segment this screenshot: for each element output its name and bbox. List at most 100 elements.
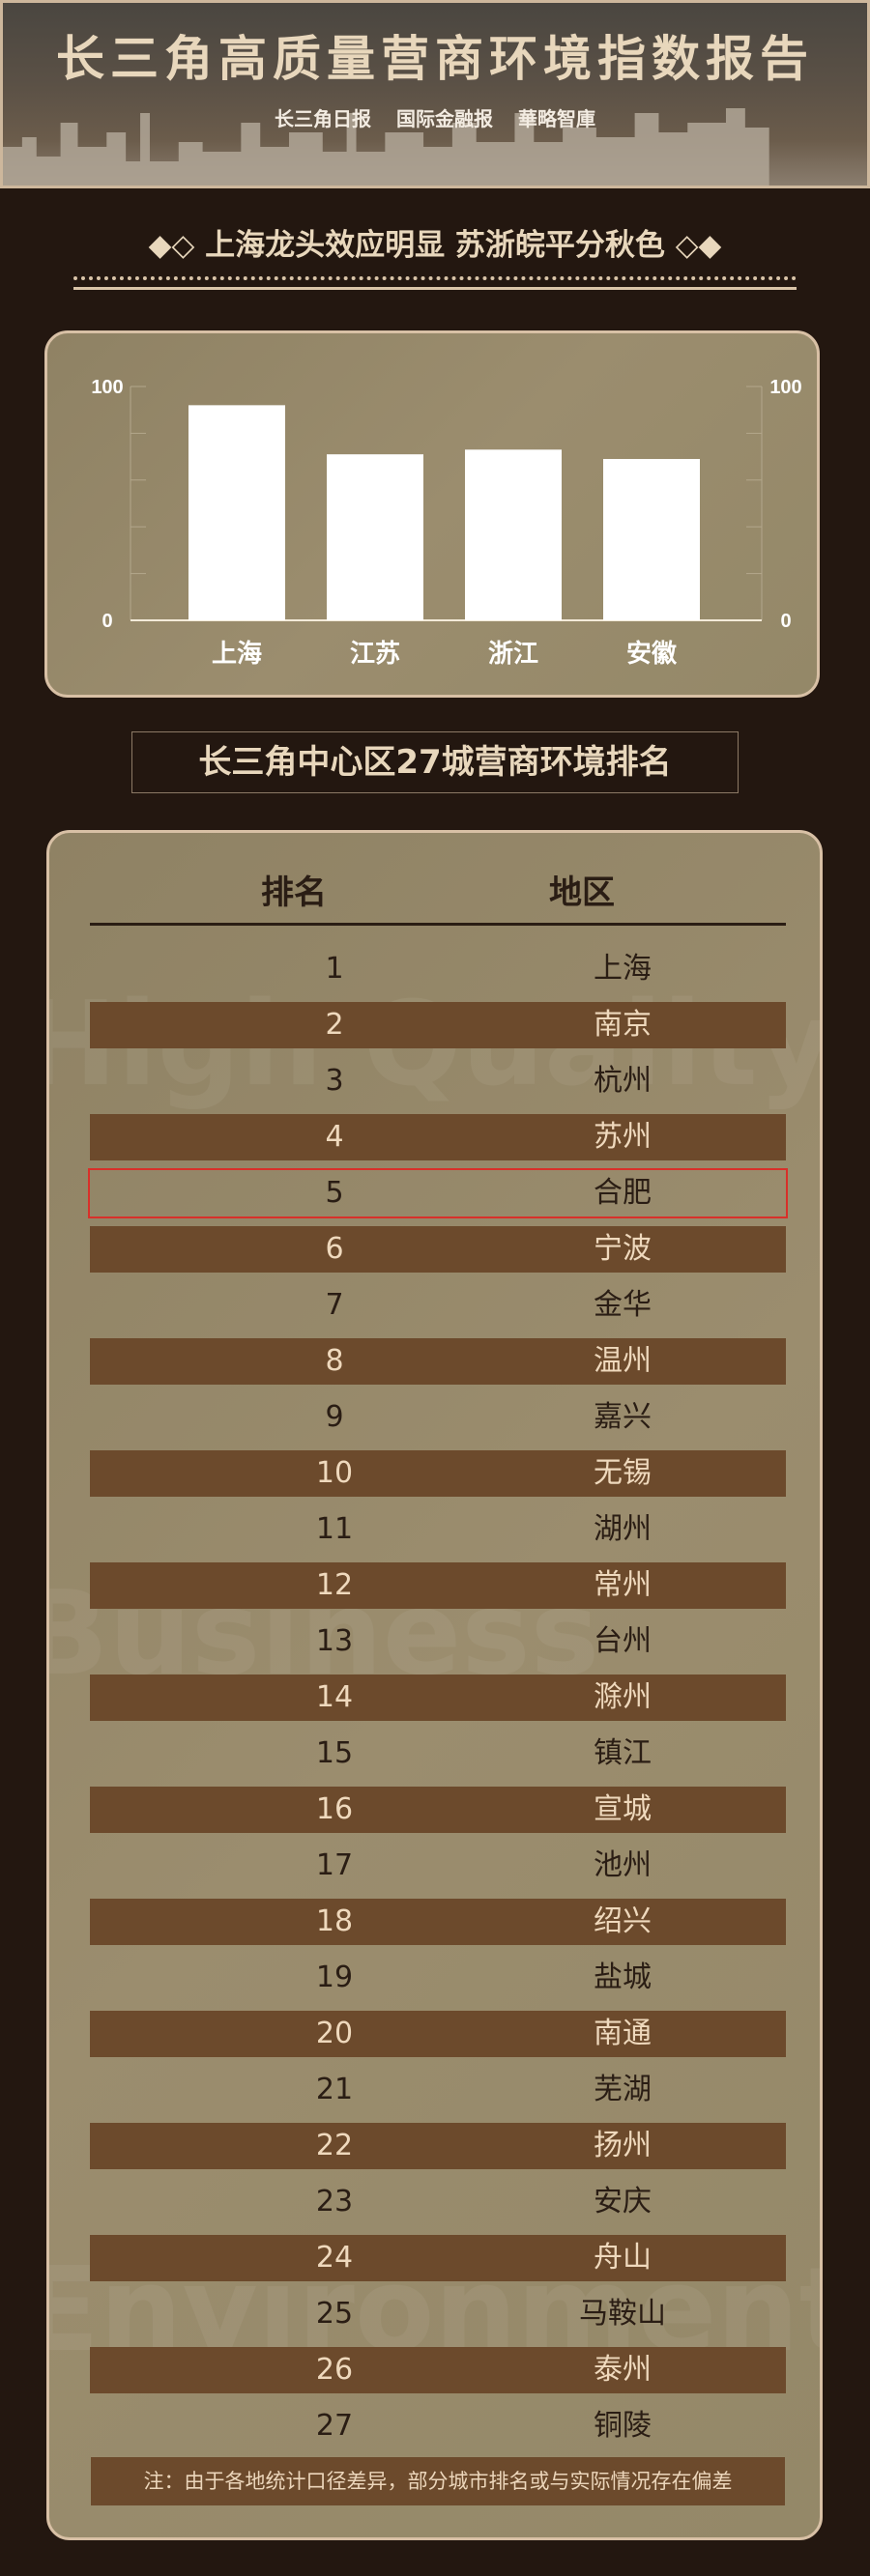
rank-cell: 17 — [315, 1848, 354, 1882]
bar-安徽 — [603, 459, 700, 620]
rank-cell: 27 — [315, 2409, 354, 2443]
bar-上海 — [188, 405, 285, 620]
region-cell: 舟山 — [594, 2241, 652, 2275]
region-cell: 马鞍山 — [579, 2297, 666, 2331]
section-subtitle: ◆◇ 上海龙头效应明显 苏浙皖平分秋色 ◇◆ — [0, 220, 870, 264]
region-cell: 温州 — [594, 1344, 652, 1378]
solid-divider — [73, 287, 797, 290]
region-cell: 镇江 — [594, 1736, 652, 1770]
rank-cell: 2 — [325, 1008, 344, 1042]
region-cell: 合肥 — [594, 1176, 652, 1210]
region-cell: 湖州 — [594, 1512, 652, 1546]
table-row: 3 杭州 — [90, 1058, 786, 1104]
region-cell: 铜陵 — [594, 2409, 652, 2443]
table-row: 22 扬州 — [90, 2123, 786, 2169]
table-row: 19 盐城 — [90, 1955, 786, 2001]
rank-cell: 16 — [315, 1792, 354, 1826]
rank-cell: 24 — [315, 2241, 354, 2275]
region-cell: 杭州 — [594, 1064, 652, 1098]
x-category-label: 安徽 — [626, 640, 678, 669]
rank-cell: 14 — [315, 1680, 354, 1714]
table-row: 16 宣城 — [90, 1787, 786, 1833]
ranking-title: 长三角中心区27城营商环境排名 — [131, 731, 739, 793]
rank-cell: 15 — [315, 1736, 354, 1770]
dotted-divider — [73, 276, 797, 280]
rank-cell: 3 — [325, 1064, 344, 1098]
y2-tick-label: 0 — [780, 611, 791, 632]
table-row: 23 安庆 — [90, 2179, 786, 2225]
table-row: 26 泰州 — [90, 2347, 786, 2393]
report-title: 长三角高质量营商环境指数报告 — [56, 31, 814, 87]
table-row: 18 绍兴 — [90, 1899, 786, 1945]
rank-cell: 20 — [315, 2017, 354, 2050]
table-row: 2 南京 — [90, 1002, 786, 1048]
rank-cell: 10 — [315, 1456, 354, 1490]
bar-江苏 — [327, 454, 423, 620]
table-row: 1 上海 — [90, 946, 786, 992]
table-row: 6 宁波 — [90, 1226, 786, 1273]
region-cell: 芜湖 — [594, 2073, 652, 2106]
table-row: 15 镇江 — [90, 1731, 786, 1777]
region-cell: 南京 — [594, 1008, 652, 1042]
region-cell: 嘉兴 — [594, 1400, 652, 1434]
diamond-ornament-icon: ◆◇ — [148, 228, 195, 263]
rank-cell: 12 — [315, 1568, 354, 1602]
rank-cell: 21 — [315, 2073, 354, 2106]
header-divider — [90, 923, 786, 926]
publisher-logos: 长三角日报 国际金融报 華略智庫 — [3, 103, 867, 131]
rank-cell: 25 — [315, 2297, 354, 2331]
rank-cell: 23 — [315, 2185, 354, 2218]
table-row: 27 铜陵 — [90, 2403, 786, 2449]
region-cell: 台州 — [594, 1624, 652, 1658]
table-row: 14 滁州 — [90, 1674, 786, 1721]
city-skyline-image — [3, 108, 769, 186]
logo-changsanjiao-daily: 长三角日报 — [275, 107, 371, 130]
rank-cell: 5 — [325, 1176, 344, 1210]
table-row: 17 池州 — [90, 1843, 786, 1889]
subtitle-text: 上海龙头效应明显 苏浙皖平分秋色 — [205, 228, 665, 263]
rank-cell: 6 — [325, 1232, 344, 1266]
table-row: 24 舟山 — [90, 2235, 786, 2281]
column-header-rank: 排名 — [261, 873, 327, 912]
region-cell: 安庆 — [594, 2185, 652, 2218]
footnote: 注：由于各地统计口径差异，部分城市排名或与实际情况存在偏差 — [91, 2457, 785, 2505]
chart-card: 100 0 100 0 上海 江苏 浙江 安徽 — [44, 330, 820, 698]
y2-tick-label: 100 — [769, 377, 801, 398]
rank-cell: 7 — [325, 1288, 344, 1322]
rank-cell: 9 — [325, 1400, 344, 1434]
rank-cell: 19 — [315, 1961, 354, 1994]
region-cell: 泰州 — [594, 2353, 652, 2387]
rank-cell: 22 — [315, 2129, 354, 2162]
region-cell: 池州 — [594, 1848, 652, 1882]
region-cell: 无锡 — [594, 1456, 652, 1490]
region-cell: 苏州 — [594, 1120, 652, 1154]
ranking-table-card: High Quality Business Environment 排名 地区 … — [46, 830, 823, 2540]
rank-cell: 13 — [315, 1624, 354, 1658]
header-banner: 长三角高质量营商环境指数报告 长三角日报 国际金融报 華略智庫 — [0, 0, 870, 188]
region-cell: 扬州 — [594, 2129, 652, 2162]
x-category-label: 上海 — [212, 640, 262, 669]
y-tick-label: 100 — [91, 377, 123, 398]
table-row: 11 湖州 — [90, 1506, 786, 1553]
rank-cell: 1 — [325, 952, 344, 986]
table-row: 25 马鞍山 — [90, 2291, 786, 2337]
x-category-label: 浙江 — [488, 640, 538, 669]
bar-chart: 100 0 100 0 上海 江苏 浙江 安徽 — [91, 377, 801, 669]
region-cell: 宣城 — [594, 1792, 652, 1826]
y-tick-label: 0 — [102, 611, 112, 632]
region-cell: 金华 — [594, 1288, 652, 1322]
rank-cell: 8 — [325, 1344, 344, 1378]
table-row: 8 温州 — [90, 1338, 786, 1385]
bar-浙江 — [465, 449, 562, 620]
table-row: 12 常州 — [90, 1562, 786, 1609]
rank-cell: 26 — [315, 2353, 354, 2387]
region-cell: 上海 — [594, 952, 652, 986]
region-cell: 滁州 — [594, 1680, 652, 1714]
rank-cell: 4 — [325, 1120, 344, 1154]
region-cell: 绍兴 — [594, 1904, 652, 1938]
region-cell: 常州 — [594, 1568, 652, 1602]
table-row: 13 台州 — [90, 1618, 786, 1665]
region-cell: 南通 — [594, 2017, 652, 2050]
table-row: 9 嘉兴 — [90, 1394, 786, 1441]
table-row: 21 芜湖 — [90, 2067, 786, 2113]
